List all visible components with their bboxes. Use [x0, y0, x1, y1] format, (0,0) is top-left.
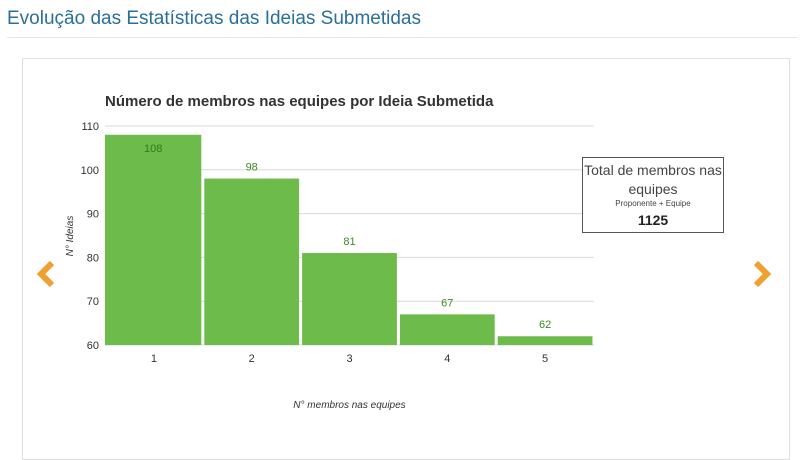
- y-tick-label: 100: [81, 165, 99, 177]
- total-members-value: 1125: [637, 212, 669, 228]
- y-tick-label: 110: [81, 121, 99, 133]
- x-tick-label: 2: [249, 353, 255, 365]
- x-tick-label: 3: [346, 353, 352, 365]
- bar-value-label: 81: [343, 236, 355, 248]
- x-tick-label: 5: [542, 353, 548, 365]
- title-divider: [7, 37, 797, 38]
- bar: [399, 314, 495, 345]
- bar: [204, 178, 300, 345]
- carousel-prev-button[interactable]: [36, 260, 58, 288]
- bar-chart: Número de membros nas equipes por Ideia …: [65, 93, 594, 411]
- y-tick-label: 80: [87, 252, 99, 264]
- bar: [497, 336, 593, 345]
- y-tick-label: 60: [87, 340, 99, 352]
- chevron-right-icon: [753, 260, 772, 288]
- bar-value-label: 62: [539, 319, 551, 331]
- bar: [105, 134, 202, 345]
- bar-value-label: 67: [441, 297, 453, 309]
- bar-value-label: 108: [144, 143, 162, 155]
- total-members-subtitle: Proponente + Equipe: [615, 199, 691, 208]
- chevron-left-icon: [36, 260, 55, 288]
- section-title: Evolução das Estatísticas das Ideias Sub…: [7, 8, 422, 29]
- x-tick-label: 1: [151, 353, 157, 365]
- y-tick-label: 90: [87, 209, 99, 221]
- chart-title: Número de membros nas equipes por Ideia …: [105, 93, 494, 110]
- total-members-title: Total de membros nas equipes: [584, 162, 722, 197]
- carousel-next-button[interactable]: [750, 260, 772, 288]
- y-tick-label: 70: [87, 296, 99, 308]
- total-members-box: Total de membros nas equipes Proponente …: [582, 157, 724, 233]
- bar-value-label: 98: [246, 162, 258, 174]
- bar: [302, 253, 397, 345]
- y-axis-label: N° Ideias: [65, 216, 76, 257]
- x-axis-label: N° membros nas equipes: [293, 400, 405, 411]
- x-tick-label: 4: [444, 353, 450, 365]
